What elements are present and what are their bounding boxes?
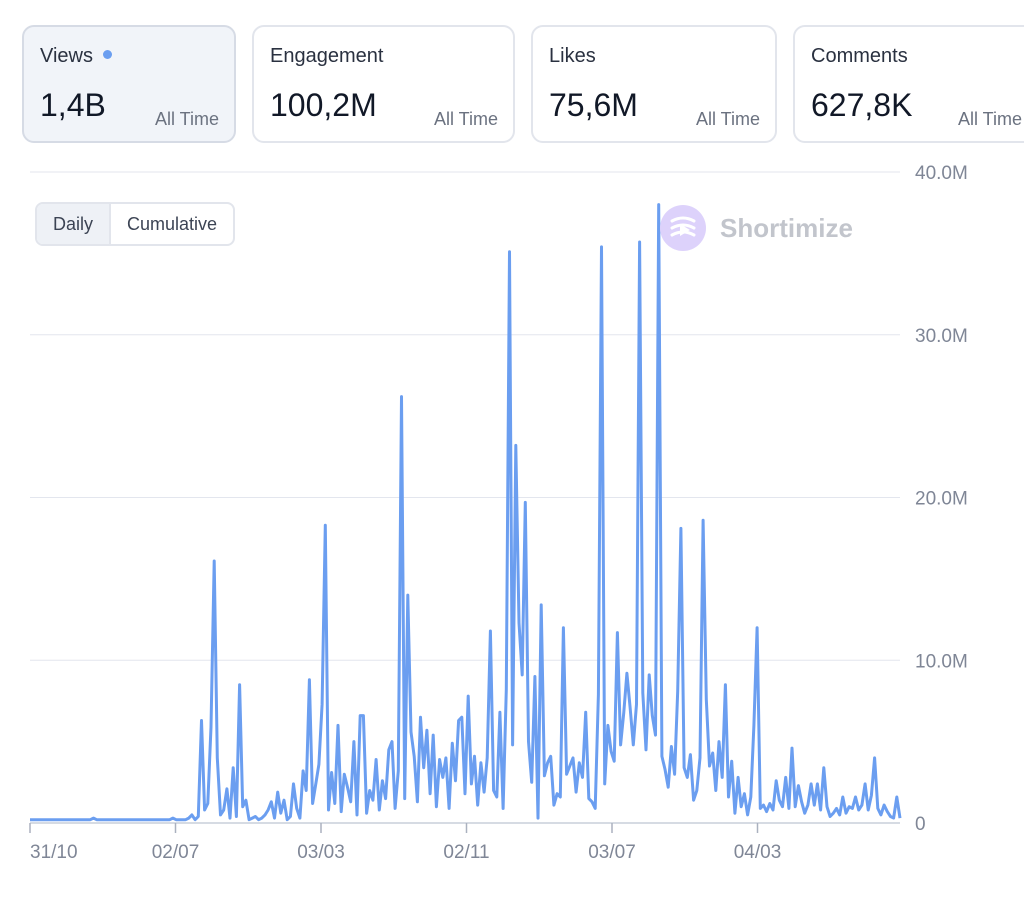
card-label: Engagement xyxy=(270,45,384,67)
x-tick-label: 03/03 xyxy=(297,842,345,863)
daily-toggle-button[interactable]: Daily xyxy=(37,204,112,244)
shortimize-logo-icon xyxy=(660,205,706,251)
card-value: 627,8K xyxy=(811,87,913,123)
brand-name: Shortimize xyxy=(720,212,853,243)
card-label: Comments xyxy=(811,45,908,67)
x-tick-label: 03/07 xyxy=(588,842,636,863)
card-period: All Time xyxy=(433,109,498,129)
y-tick-label: 40.0M xyxy=(915,163,968,184)
brand-watermark: Shortimize xyxy=(660,205,853,251)
x-tick-label: 04/03 xyxy=(734,842,782,863)
metric-card-views[interactable]: Views 1,4B All Time xyxy=(22,25,236,143)
x-tick-label: 02/11 xyxy=(443,842,489,863)
x-tick-label: 31/10 xyxy=(30,842,78,863)
y-tick-label: 20.0M xyxy=(915,489,968,510)
card-period: All Time xyxy=(695,109,760,129)
metric-cards: Views 1,4B All Time Engagement 100,2M Al… xyxy=(22,25,1024,147)
y-tick-label: 0 xyxy=(915,814,926,835)
cumulative-toggle-button[interactable]: Cumulative xyxy=(127,214,218,234)
views-label: Views xyxy=(40,45,93,67)
x-tick-label: 02/07 xyxy=(152,842,200,863)
card-label: Likes xyxy=(549,45,596,67)
card-value: 100,2M xyxy=(270,87,377,123)
y-tick-label: 30.0M xyxy=(915,326,968,347)
card-value: 1,4B xyxy=(40,87,106,123)
card-value: 75,6M xyxy=(549,87,638,123)
views-series-line xyxy=(30,203,902,822)
metric-card-comments[interactable]: Comments 627,8K All Time xyxy=(793,25,1024,143)
metric-card-engagement[interactable]: Engagement 100,2M All Time xyxy=(252,25,515,143)
card-period: All Time xyxy=(154,109,219,129)
card-period: All Time xyxy=(957,109,1022,129)
metric-card-likes[interactable]: Likes 75,6M All Time xyxy=(531,25,777,143)
selected-dot-icon xyxy=(103,50,112,59)
chart-mode-toggle: Daily Cumulative xyxy=(35,202,236,246)
card-label: Views xyxy=(40,45,112,68)
y-tick-label: 10.0M xyxy=(915,651,968,672)
